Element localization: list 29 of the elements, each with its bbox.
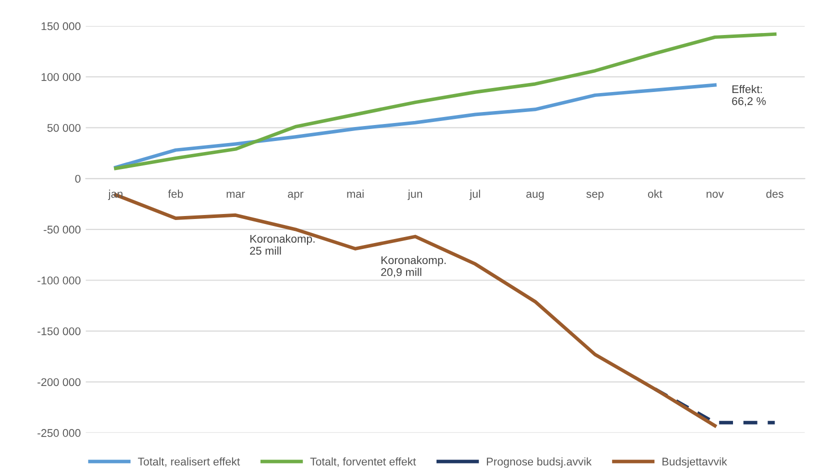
y-tick-label: -200 000 [38, 378, 80, 386]
x-tick-label: jul [469, 190, 480, 200]
x-tick-label: okt [648, 190, 662, 198]
y-tick-label: -100 000 [38, 276, 80, 284]
annotation: Effekt: 66,2 % [732, 84, 766, 106]
x-tick-label: jun [408, 190, 422, 200]
x-tick-label: nov [706, 192, 724, 198]
x-tick-label: aug [526, 192, 544, 200]
y-tick-label: 0 [75, 174, 80, 183]
legend-label: Budsjettavvik [662, 457, 728, 468]
line-series [114, 83, 717, 170]
legend-label: Totalt, forventet effekt [310, 457, 416, 467]
y-tick-label: 50 000 [47, 124, 80, 132]
x-tick-label: des [766, 190, 784, 198]
legend-label: Prognose budsj.avvik [486, 457, 592, 468]
y-tick-label: -150 000 [38, 327, 80, 336]
x-tick-label: mai [347, 190, 364, 198]
x-tick-label: sep [586, 192, 604, 200]
legend-label: Totalt, realisert effekt [138, 457, 240, 467]
x-tick-label: feb [168, 190, 183, 198]
y-tick-label: -50 000 [44, 226, 80, 234]
annotation: Koronakomp. 20,9 mill [381, 256, 446, 278]
x-tick-label: apr [288, 192, 304, 200]
y-tick-label: -250 000 [38, 429, 80, 437]
y-tick-label: 150 000 [42, 22, 80, 30]
x-tick-label: mar [226, 192, 245, 198]
y-tick-label: 100 000 [42, 73, 80, 81]
annotation: Koronakomp. 25 mill [250, 234, 315, 255]
line-series [114, 32, 777, 170]
